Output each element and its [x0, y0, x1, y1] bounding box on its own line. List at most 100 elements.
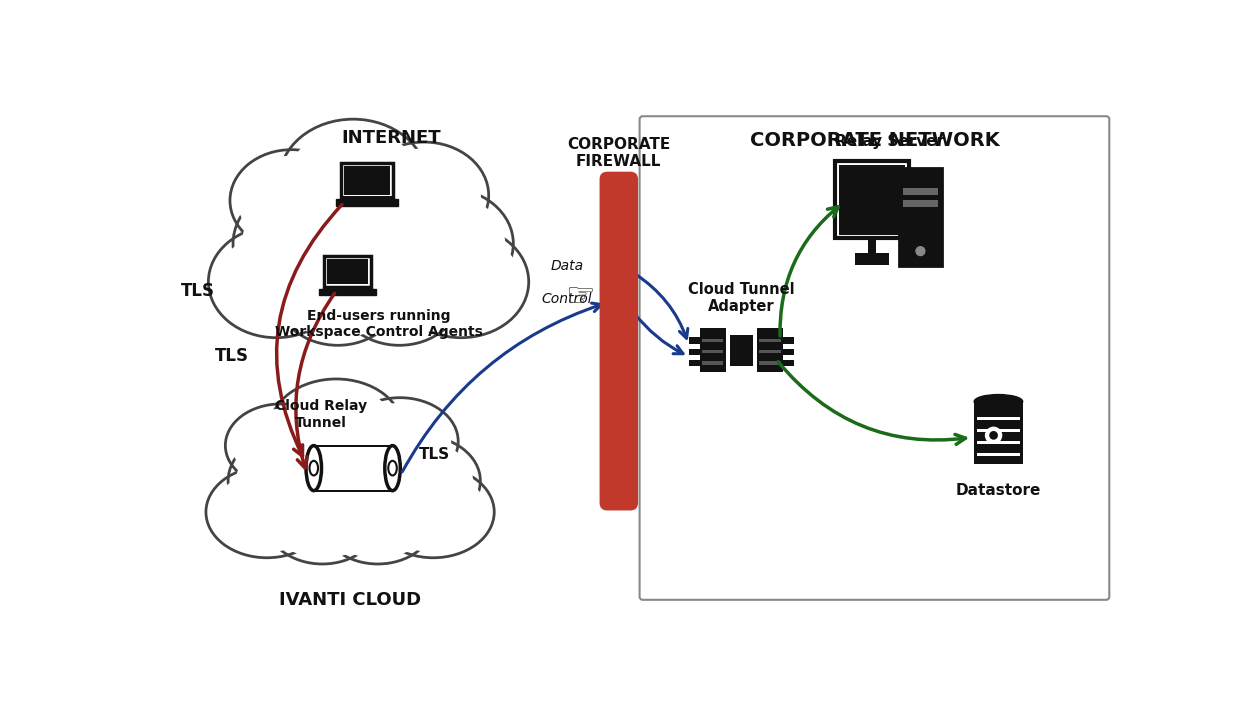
Ellipse shape — [338, 244, 461, 345]
Circle shape — [985, 426, 1002, 444]
Ellipse shape — [292, 421, 436, 528]
Bar — [855, 253, 889, 265]
Bar — [869, 236, 876, 258]
Bar — [839, 164, 905, 234]
Ellipse shape — [232, 409, 329, 482]
Text: Cloud Relay
Tunnel: Cloud Relay Tunnel — [275, 399, 367, 429]
Bar — [313, 446, 393, 491]
Bar — [759, 350, 780, 353]
Text: CORPORATE
FIREWALL: CORPORATE FIREWALL — [567, 137, 670, 169]
Bar — [701, 339, 724, 342]
Bar — [977, 429, 1020, 432]
Bar — [977, 417, 1020, 420]
Ellipse shape — [230, 150, 353, 251]
Ellipse shape — [226, 404, 336, 487]
Bar — [977, 441, 1020, 444]
Bar — [902, 200, 938, 207]
Bar — [902, 189, 938, 195]
Ellipse shape — [313, 178, 454, 294]
Ellipse shape — [378, 188, 513, 300]
Ellipse shape — [237, 156, 346, 245]
Ellipse shape — [367, 148, 480, 242]
Bar — [319, 288, 376, 295]
Bar — [689, 337, 700, 344]
Text: CORPORATE NETWORK: CORPORATE NETWORK — [750, 131, 1000, 150]
Bar — [313, 490, 393, 492]
Ellipse shape — [228, 431, 361, 530]
Text: TLS: TLS — [418, 446, 449, 462]
Ellipse shape — [366, 441, 473, 521]
FancyBboxPatch shape — [599, 172, 638, 511]
Bar — [975, 400, 1022, 464]
Bar — [341, 197, 393, 200]
Ellipse shape — [242, 190, 372, 298]
Ellipse shape — [208, 226, 344, 337]
Text: Cloud Tunnel
Adapter: Cloud Tunnel Adapter — [688, 282, 795, 314]
Bar — [689, 360, 700, 366]
Ellipse shape — [379, 472, 487, 553]
Ellipse shape — [393, 226, 529, 337]
Bar — [313, 445, 393, 447]
Ellipse shape — [267, 481, 378, 564]
Ellipse shape — [273, 486, 371, 559]
Ellipse shape — [975, 394, 1022, 409]
Ellipse shape — [322, 481, 433, 564]
Ellipse shape — [402, 233, 520, 331]
Ellipse shape — [233, 183, 381, 305]
Bar — [759, 361, 780, 365]
Circle shape — [990, 431, 998, 440]
Bar — [977, 454, 1020, 456]
Bar — [782, 360, 794, 366]
Bar — [759, 339, 780, 342]
Text: Datastore: Datastore — [956, 483, 1041, 498]
Ellipse shape — [342, 398, 458, 485]
Ellipse shape — [288, 127, 418, 234]
Bar — [689, 349, 700, 355]
FancyBboxPatch shape — [639, 116, 1109, 600]
Ellipse shape — [346, 250, 453, 339]
Ellipse shape — [348, 403, 452, 480]
Bar — [324, 286, 372, 290]
Bar — [701, 350, 724, 353]
Text: TLS: TLS — [215, 347, 248, 365]
Bar — [701, 361, 724, 365]
Text: Relay Server: Relay Server — [835, 134, 943, 149]
Text: TLS: TLS — [181, 282, 215, 300]
Ellipse shape — [372, 466, 494, 557]
Ellipse shape — [386, 194, 505, 293]
Text: ☞: ☞ — [565, 280, 595, 313]
Ellipse shape — [306, 446, 322, 491]
Ellipse shape — [217, 233, 336, 331]
Bar — [899, 168, 942, 266]
Ellipse shape — [358, 435, 480, 527]
Bar — [782, 337, 794, 344]
Text: IVANTI CLOUD: IVANTI CLOUD — [280, 591, 421, 609]
Ellipse shape — [280, 119, 427, 241]
Ellipse shape — [303, 170, 464, 302]
Bar — [758, 328, 782, 372]
Text: Control: Control — [542, 292, 593, 305]
Bar — [835, 161, 909, 239]
Text: INTERNET: INTERNET — [342, 130, 442, 147]
Text: End-users running
Workspace Control Agents: End-users running Workspace Control Agen… — [275, 309, 483, 339]
Bar — [324, 256, 372, 288]
Ellipse shape — [236, 437, 353, 525]
Bar — [327, 259, 368, 284]
Ellipse shape — [277, 385, 394, 473]
Ellipse shape — [213, 472, 321, 553]
Ellipse shape — [270, 379, 403, 478]
Ellipse shape — [276, 244, 399, 345]
Ellipse shape — [359, 142, 489, 248]
Ellipse shape — [206, 466, 328, 557]
Bar — [782, 349, 794, 355]
Bar — [730, 335, 753, 365]
Ellipse shape — [301, 427, 427, 522]
Bar — [341, 163, 393, 198]
Bar — [700, 328, 725, 372]
Ellipse shape — [384, 446, 401, 491]
Text: Data: Data — [550, 258, 584, 273]
Bar — [336, 199, 398, 206]
Circle shape — [915, 246, 926, 256]
Bar — [344, 167, 389, 195]
Ellipse shape — [329, 486, 427, 559]
